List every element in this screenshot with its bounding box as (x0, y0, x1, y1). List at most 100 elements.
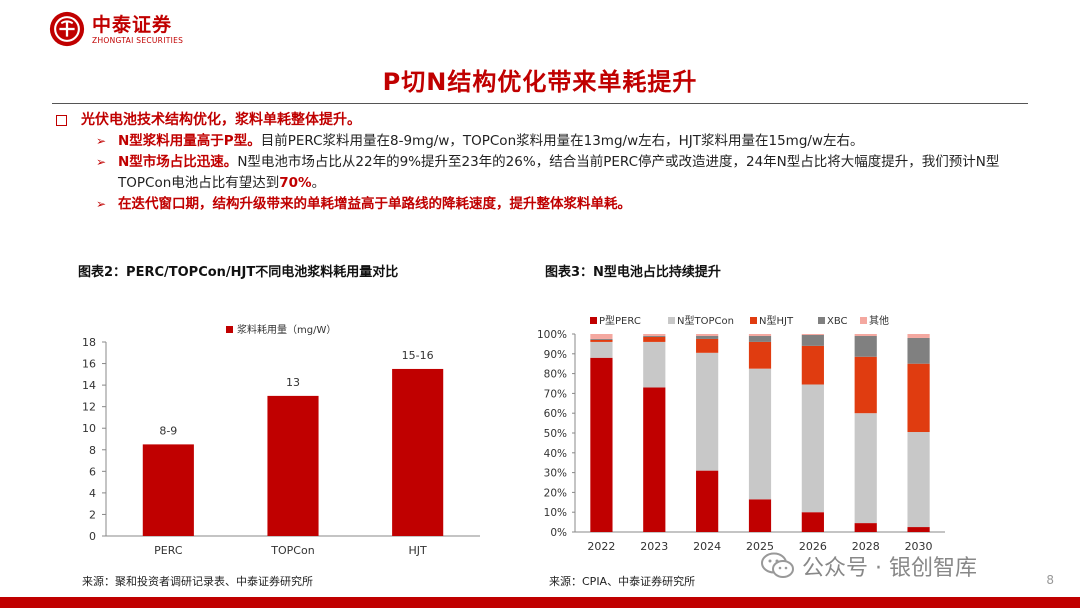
stacked-bar-segment (748, 335, 772, 342)
y-tick-label: 90% (544, 349, 567, 361)
bar (267, 395, 319, 536)
page-title: P切N结构优化带来单耗提升 (382, 68, 698, 96)
legend-label: 浆料耗用量（mg/W） (237, 323, 336, 336)
bar (142, 444, 194, 536)
stacked-bar-segment (590, 338, 613, 340)
stacked-bar-segment (854, 356, 877, 414)
y-tick-label: 100% (537, 329, 567, 341)
stacked-bar-segment (590, 341, 613, 358)
y-tick-label: 10 (82, 422, 96, 435)
sub-bullet-1-text: 目前PERC浆料用量在8-9mg/w，TOPCon浆料用量在13mg/w左右，H… (260, 133, 864, 149)
stacked-bar-segment (643, 334, 666, 336)
y-tick-label: 60% (544, 408, 567, 420)
x-tick-label: 2028 (852, 540, 880, 553)
legend-label: P型PERC (599, 314, 641, 327)
sub-bullet-2-text: N型电池市场占比从22年的9%提升至23年的26%，结合当前PERC停产或改造进… (118, 154, 1000, 191)
legend-swatch (818, 317, 825, 324)
brand-name-en: ZHONGTAI SECURITIES (92, 35, 184, 45)
sub-bullet-3-text: 在迭代窗口期，结构升级带来的单耗增益高于单路线的降耗速度，提升整体浆料单耗。 (118, 196, 631, 212)
y-tick-label: 4 (89, 487, 96, 500)
data-label: 8-9 (159, 424, 177, 437)
main-bullet-text: 光伏电池技术结构优化，浆料单耗整体提升。 (81, 112, 361, 128)
y-tick-label: 20% (544, 487, 567, 499)
stacked-bar-segment (643, 387, 666, 532)
stacked-bar-segment (643, 336, 666, 342)
fig2-source: 来源：聚和投资者调研记录表、中泰证券研究所 (82, 575, 313, 588)
stacked-bar-segment (696, 338, 719, 353)
y-tick-label: 0% (550, 527, 567, 539)
y-tick-label: 2 (89, 508, 96, 521)
stacked-bar-segment (696, 334, 719, 336)
y-tick-label: 16 (82, 358, 96, 371)
stacked-bar-segment (748, 499, 772, 532)
bar-chart-slurry-usage: 0 2 4 6 8 10 12 14 16 18 8-9 PERC 13 TOPCon 15-16 HJT 浆料… (82, 323, 480, 557)
stacked-bar-segment (590, 357, 613, 532)
brand-logo-icon (49, 11, 85, 47)
page-number: 8 (1046, 573, 1054, 587)
stacked-bar-segment (854, 335, 877, 357)
sub-bullet-3: ➢ 在迭代窗口期，结构升级带来的单耗增益高于单路线的降耗速度，提升整体浆料单耗。 (52, 194, 1032, 215)
fig3-source: 来源：CPIA、中泰证券研究所 (549, 575, 696, 588)
footer-bar (0, 597, 1080, 608)
legend-label: N型HJT (759, 314, 794, 327)
stacked-bar-segment (801, 334, 824, 346)
stacked-bar-segment (801, 512, 824, 532)
x-tick-label: 2023 (640, 540, 668, 553)
stacked-bar-segment (854, 523, 877, 532)
brand-logo: 中泰证券 ZHONGTAI SECURITIES (48, 10, 183, 48)
fig3-title: 图表3：N型电池占比持续提升 (545, 265, 721, 280)
stacked-bar-segment (696, 335, 719, 339)
legend-swatch (226, 326, 233, 333)
x-tick-label: HJT (409, 544, 428, 557)
arrow-bullet-icon: ➢ (96, 197, 107, 211)
y-tick-label: 0 (89, 530, 96, 543)
stacked-bar-segment (590, 339, 613, 342)
data-label: 13 (286, 376, 300, 389)
y-tick-label: 70% (544, 388, 567, 400)
stacked-bar-segment (643, 341, 666, 388)
x-tick-label: TOPCon (270, 544, 314, 557)
x-tick-label: 2026 (799, 540, 827, 553)
y-tick-label: 80% (544, 369, 567, 381)
watermark-text: 公众号 · 银创智库 (802, 556, 977, 581)
brand-name: 中泰证券 (92, 13, 173, 36)
sub-bullet-1: ➢ N型浆料用量高于P型。目前PERC浆料用量在8-9mg/w，TOPCon浆料… (52, 131, 1032, 152)
y-tick-label: 14 (82, 379, 96, 392)
stacked-bar-segment (748, 368, 772, 500)
y-tick-label: 12 (82, 401, 96, 414)
data-label: 15-16 (402, 349, 434, 362)
stacked-bar-segment (907, 363, 930, 433)
y-tick-label: 40% (544, 448, 567, 460)
legend-label: N型TOPCon (677, 314, 734, 327)
y-tick-label: 30% (544, 468, 567, 480)
stacked-bar-segment (907, 527, 930, 532)
stacked-bar-segment (854, 334, 877, 336)
stacked-bar-segment (854, 413, 877, 524)
stacked-bar-chart-n-type-share: 0% 10% 20% 30% 40% 50% 60% 70% 80% 90% 100% 2022 202… (537, 314, 945, 553)
bullet-section: 光伏电池技术结构优化，浆料单耗整体提升。 ➢ N型浆料用量高于P型。目前PERC… (52, 110, 1032, 215)
x-tick-label: 2030 (905, 540, 933, 553)
sub-bullet-2-end: 。 (311, 175, 326, 191)
stacked-bar-segment (907, 337, 930, 364)
stacked-bar-segment (748, 341, 772, 369)
x-tick-label: 2025 (746, 540, 774, 553)
wechat-icon (761, 552, 794, 578)
legend-swatch (590, 317, 597, 324)
sub-bullet-2-figure: 70% (279, 175, 312, 191)
x-tick-label: 2024 (693, 540, 721, 553)
y-tick-label: 8 (89, 444, 96, 457)
x-tick-label: 2022 (587, 540, 615, 553)
fig2-title: 图表2：PERC/TOPCon/HJT不同电池浆料耗用量对比 (78, 265, 399, 280)
stacked-bar-segment (801, 384, 824, 513)
square-bullet-icon (56, 115, 67, 126)
y-tick-label: 6 (89, 465, 96, 478)
arrow-bullet-icon: ➢ (96, 155, 107, 169)
stacked-bar-segment (696, 352, 719, 471)
stacked-bar-segment (801, 334, 824, 335)
sub-bullet-2: ➢ N型市场占比迅速。N型电池市场占比从22年的9%提升至23年的26%，结合当… (52, 152, 1032, 194)
stacked-bar-segment (907, 432, 930, 528)
y-tick-label: 10% (544, 507, 567, 519)
legend-label: XBC (827, 316, 848, 327)
legend-swatch (860, 317, 867, 324)
y-tick-label: 50% (544, 428, 567, 440)
